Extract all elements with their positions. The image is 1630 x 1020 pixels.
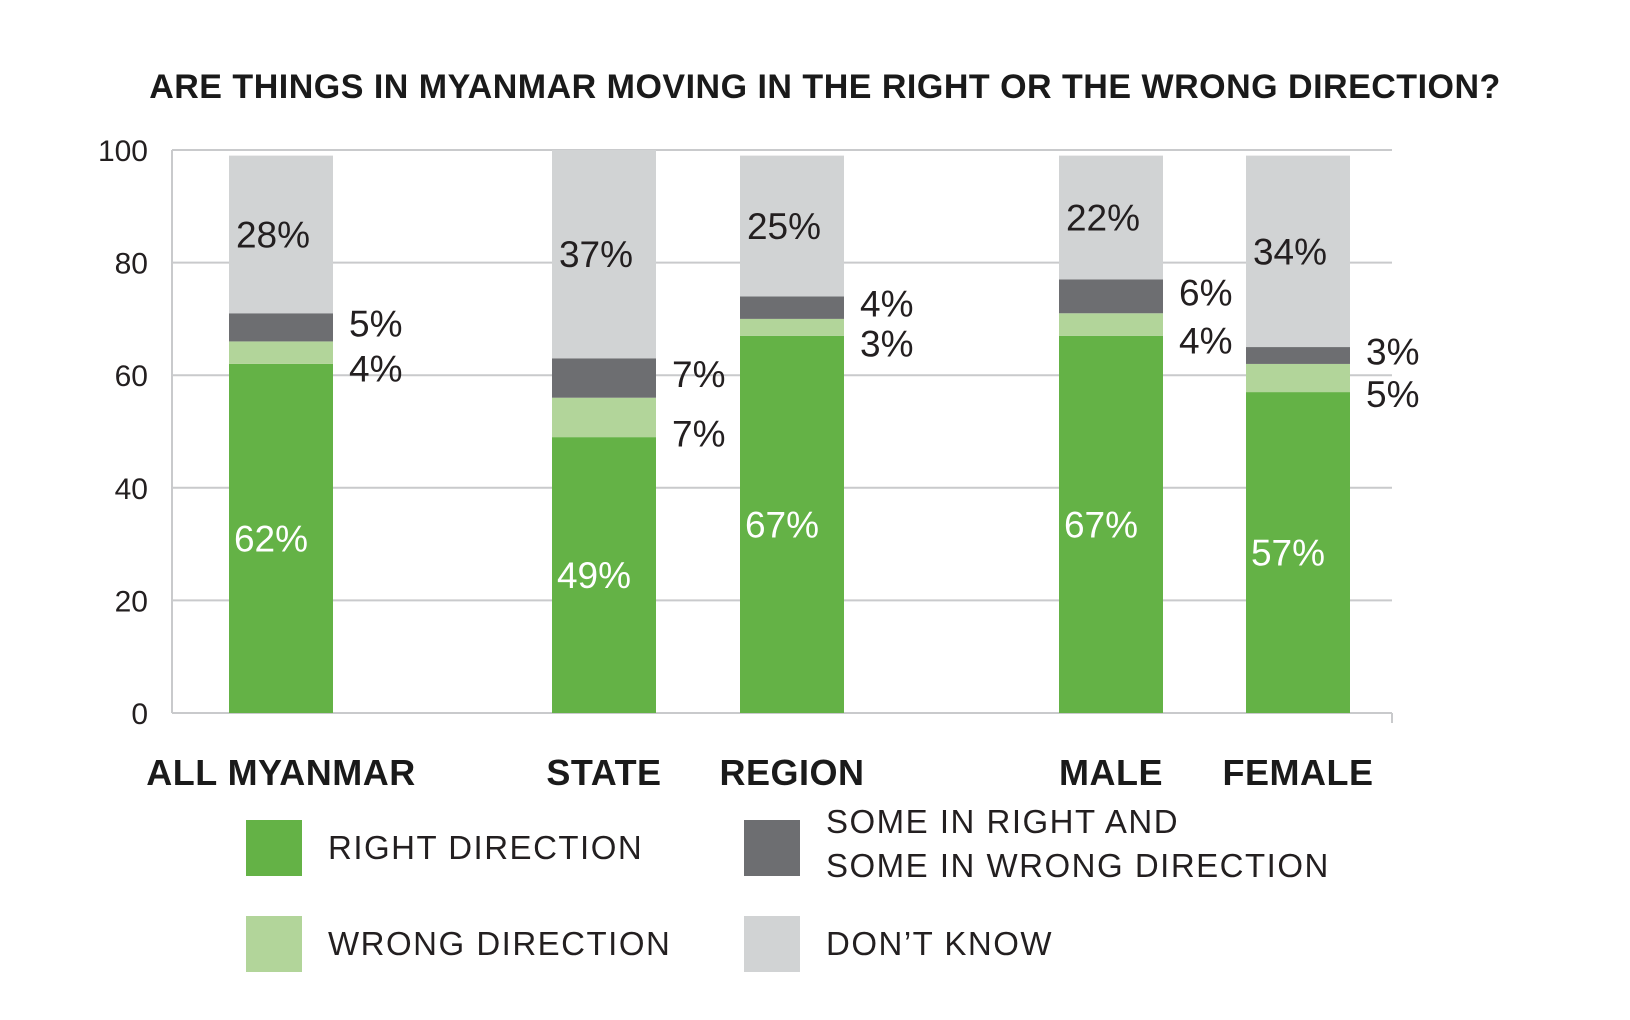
data-label-wrong-direction: 5% <box>1366 374 1419 415</box>
legend-swatch-right <box>246 820 302 876</box>
legend-label: WRONG DIRECTION <box>328 925 671 962</box>
legend-swatch-mixed <box>744 820 800 876</box>
data-label-wrong-direction: 4% <box>349 349 402 390</box>
bar-segment-right <box>229 363 333 713</box>
y-tick-label: 0 <box>131 698 148 731</box>
data-label-right-direction: 67% <box>1064 504 1138 545</box>
bar-segment-right <box>552 437 656 713</box>
bar-segment-mixed <box>740 296 844 319</box>
bar-segment-mixed <box>1246 347 1350 364</box>
category-label: ALL MYANMAR <box>146 752 416 793</box>
data-label-mixed: 7% <box>672 354 725 395</box>
bar-segment-right <box>740 335 844 713</box>
bar-segment-dont-know <box>552 150 656 359</box>
y-tick-label: 40 <box>115 473 148 506</box>
bar-segment-dont-know <box>1059 155 1163 280</box>
data-label-mixed: 4% <box>860 283 913 324</box>
y-tick-label: 80 <box>115 248 148 281</box>
category-label: REGION <box>719 752 864 793</box>
legend-label-line: SOME IN WRONG DIRECTION <box>826 847 1330 884</box>
data-label-right-direction: 57% <box>1251 533 1325 574</box>
data-label-wrong-direction: 7% <box>672 413 725 454</box>
legend-label: DON’T KNOW <box>826 925 1053 962</box>
data-label-mixed: 6% <box>1179 272 1232 313</box>
data-label-right-direction: 67% <box>745 504 819 545</box>
data-label-wrong-direction: 4% <box>1179 321 1232 362</box>
category-label: MALE <box>1059 752 1163 793</box>
bar-segment-wrong <box>1246 363 1350 393</box>
legend-label: RIGHT DIRECTION <box>328 829 643 866</box>
y-tick-label: 100 <box>98 135 148 168</box>
bar-segment-mixed <box>552 358 656 398</box>
bar-segment-wrong <box>229 341 333 364</box>
data-label-dont-know: 22% <box>1066 198 1140 239</box>
data-label-mixed: 3% <box>1366 331 1419 372</box>
y-tick-label: 20 <box>115 585 148 618</box>
legend-swatch-dont-know <box>744 916 800 972</box>
bar-segment-wrong <box>740 318 844 336</box>
chart-title: ARE THINGS IN MYANMAR MOVING IN THE RIGH… <box>149 68 1501 106</box>
data-label-dont-know: 34% <box>1253 231 1327 272</box>
bar-segment-mixed <box>1059 279 1163 314</box>
bar-segment-right <box>1059 335 1163 713</box>
data-label-wrong-direction: 3% <box>860 323 913 364</box>
data-label-right-direction: 62% <box>234 518 308 559</box>
y-tick-label: 60 <box>115 360 148 393</box>
data-label-dont-know: 37% <box>559 234 633 275</box>
bar-segment-right <box>1246 392 1350 713</box>
bar-segment-dont-know <box>1246 155 1350 348</box>
bar-segment-wrong <box>1059 313 1163 336</box>
category-label: FEMALE <box>1223 752 1374 793</box>
data-label-dont-know: 28% <box>236 214 310 255</box>
bar-segment-dont-know <box>740 155 844 297</box>
legend-swatch-wrong <box>246 916 302 972</box>
legend-label-line: SOME IN RIGHT AND <box>826 803 1179 840</box>
data-label-right-direction: 49% <box>557 555 631 596</box>
bar-segment-wrong <box>552 397 656 438</box>
bar-segment-dont-know <box>229 155 333 314</box>
data-label-mixed: 5% <box>349 303 402 344</box>
bar-segment-mixed <box>229 313 333 342</box>
data-label-dont-know: 25% <box>747 206 821 247</box>
category-label: STATE <box>546 752 661 793</box>
